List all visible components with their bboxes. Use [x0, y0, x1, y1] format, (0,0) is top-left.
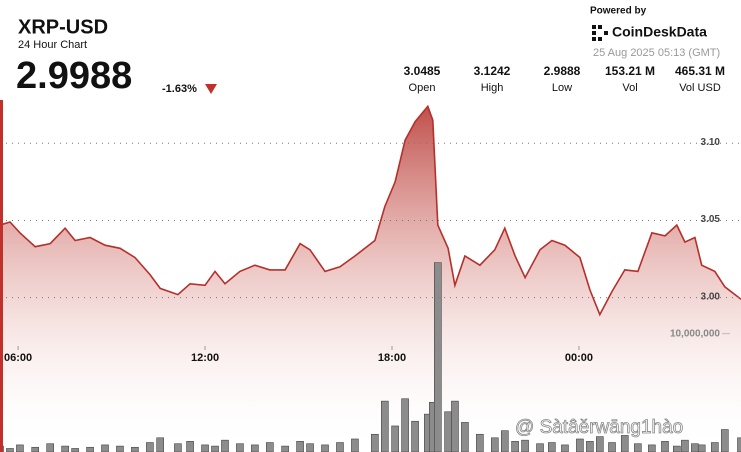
edge-accent [0, 100, 3, 452]
y2-tick-label: 10,000,000 [670, 328, 720, 339]
y-tick-label: 3.05 [701, 214, 721, 225]
price: 2.9988 [16, 55, 132, 97]
volume-bar [381, 400, 389, 452]
chart-title: XRP-USD [18, 16, 108, 38]
volume-bar [411, 420, 419, 452]
volume-bar [673, 445, 681, 452]
volume-bar [306, 443, 314, 452]
volume-bar [434, 262, 442, 452]
volume-bar [101, 444, 109, 452]
volume-bar [476, 433, 484, 452]
x-tick-label: 18:00 [378, 352, 406, 364]
volume-bar [6, 448, 14, 452]
volume-bar [211, 445, 219, 452]
down-arrow [205, 84, 217, 94]
volume-bar [444, 411, 452, 452]
volume-bar [296, 441, 304, 452]
plot: 3.00 3.05 3.10 10,000,000 06:00 12:00 18:00 00:… [0, 104, 741, 452]
volume-bar [351, 438, 359, 452]
volume-bar [281, 445, 289, 452]
watermark: @ Sàtâěrwāng1hào [515, 417, 683, 438]
volume-bar [31, 446, 40, 452]
volume-bar [321, 444, 329, 452]
volume-bar [46, 443, 54, 452]
area [0, 106, 741, 452]
stat-label: High [481, 82, 504, 94]
x-tick-label: 00:00 [565, 352, 593, 364]
stat-label: Vol [622, 82, 637, 94]
volume-bar [737, 437, 741, 452]
stat-value: 153.21 M [605, 64, 655, 78]
volume-bar [648, 444, 656, 452]
volume-bar [720, 429, 729, 452]
volume-bar [86, 446, 94, 452]
volume-bar [561, 444, 569, 452]
y-tick-label: 3.00 [701, 291, 721, 302]
volume-bar [201, 444, 209, 452]
volume-bar [511, 441, 519, 452]
volume-bar [156, 437, 164, 452]
volume-bar [697, 444, 706, 452]
volume-bar [691, 443, 699, 452]
logo [592, 25, 608, 41]
volume-bar [576, 438, 584, 452]
volume-bar [586, 441, 594, 452]
volume-bar [451, 400, 459, 452]
volume-bar [131, 446, 139, 452]
volume-bar [401, 398, 409, 452]
volume-bar [336, 442, 344, 452]
x-tick-label: 06:00 [4, 352, 32, 364]
volume-bar [174, 443, 182, 452]
volume-bar [608, 442, 616, 452]
stat-label: Vol USD [679, 82, 721, 94]
stat-value: 465.31 M [675, 64, 725, 78]
x-tick-label: 12:00 [191, 352, 219, 364]
volume-bar [536, 443, 544, 452]
powered-by: Powered by [590, 6, 647, 17]
brand: CoinDeskData [612, 24, 707, 40]
volume-bar [186, 441, 194, 452]
volume-bar [711, 442, 719, 452]
volume-bar [634, 443, 642, 452]
price-line [0, 104, 741, 317]
volume-bar [491, 437, 499, 452]
chart-subtitle: 24 Hour Chart [18, 39, 87, 51]
volume-bar [146, 442, 154, 452]
volume-bar [61, 445, 69, 452]
stat-value: 2.9888 [544, 64, 581, 78]
timestamp: 25 Aug 2025 05:13 (GMT) [593, 47, 720, 59]
stat-value: 3.1242 [474, 64, 511, 78]
volume-bar [221, 439, 229, 452]
volume-bar [16, 444, 24, 452]
volume-bar [116, 445, 124, 452]
volume-bar [391, 425, 399, 452]
volume-bar [548, 442, 556, 452]
volume-bar [371, 433, 379, 452]
volume-bar [596, 436, 604, 452]
volume-bar [521, 439, 529, 452]
volume-bar [661, 441, 669, 452]
stat-value: 3.0485 [404, 64, 441, 78]
volume-bar [681, 439, 689, 452]
volume-bar [236, 443, 244, 452]
volume-bar [71, 448, 79, 452]
stat-label: Low [552, 82, 572, 94]
volume-bar [501, 430, 509, 452]
y-tick-label: 3.10 [701, 137, 721, 148]
stat-label: Open [409, 82, 436, 94]
volume-bar [266, 442, 274, 452]
change: -1.63% [162, 83, 197, 95]
volume-bar [461, 422, 469, 452]
volume-bar [251, 444, 259, 452]
